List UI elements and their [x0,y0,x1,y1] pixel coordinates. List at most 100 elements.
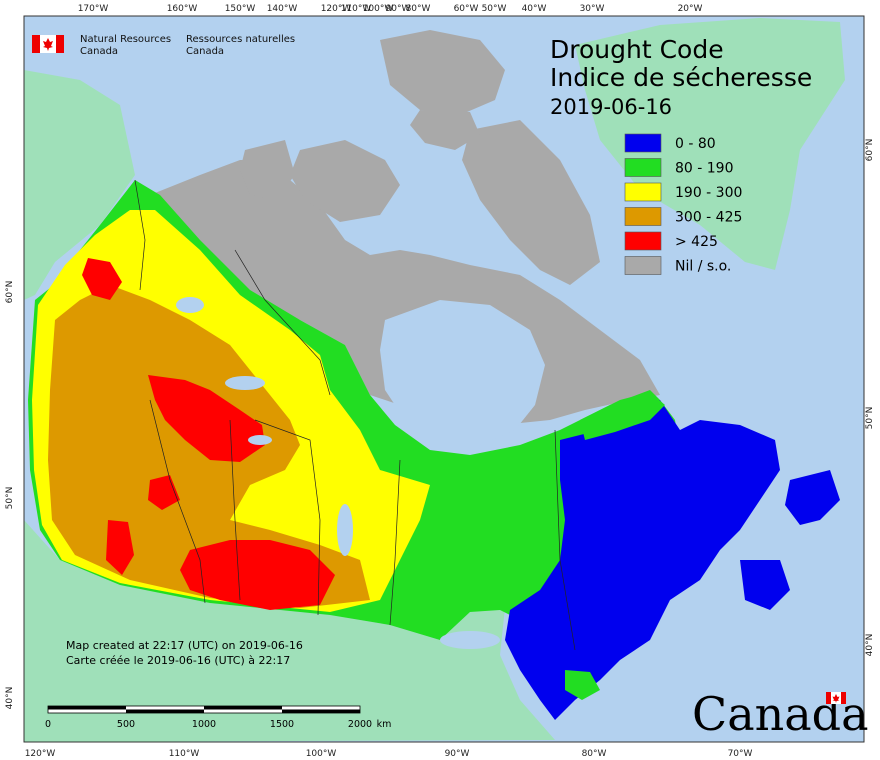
note-en: Map created at 22:17 (UTC) on 2019-06-16 [66,639,303,652]
bottom-tick-label: 100°W [306,749,337,759]
legend-label: Nil / s.o. [675,259,731,275]
ellesmere-island [380,30,505,115]
legend-swatch [624,231,662,251]
top-tick-label: 20°W [678,4,703,14]
scale-label: 1000 [192,719,216,730]
class-0-80-east [505,400,780,720]
scale-label: 2000 [348,719,372,730]
class-over-425-ab [148,475,180,510]
canada-flag-icon [32,35,64,53]
top-tick-label: 60°W [454,4,479,14]
class-over-425-central [148,375,265,462]
class-over-425-bc [106,520,134,575]
top-tick-label: 100°W [363,4,394,14]
map-date: 2019-06-16 [550,95,672,119]
top-tick-label: 110°W [341,4,372,14]
lake-athabasca [248,435,272,445]
alaska-landmass [24,70,135,300]
legend-label: 0 - 80 [675,136,716,152]
top-tick-label: 150°W [225,4,256,14]
left-tick-label: 60°N [5,281,15,304]
scale-label: 1500 [270,719,294,730]
devon-island [410,110,480,150]
agency-en-line2: Canada [80,46,118,57]
bottom-tick-label: 120°W [25,749,56,759]
top-tick-label: 160°W [167,4,198,14]
legend-label: 80 - 190 [675,161,734,177]
right-tick-label: 40°N [865,634,875,657]
legend: 0 - 80 80 - 190 190 - 300 300 - 425 > 425 Nil… [624,133,742,275]
drought-fill [28,180,840,720]
legend-label: > 425 [675,234,718,250]
legend-swatch [624,133,662,153]
greenland-landmass [575,18,845,270]
provincial-borders [134,179,576,651]
usa-landmass [24,520,555,742]
class-0-80-maritimes [740,560,790,610]
hudson-islands [425,270,460,300]
title-line1: Drought Code [550,35,724,64]
top-tick-label: 170°W [78,4,109,14]
lake-superior [440,631,500,649]
class-0-80-newfoundland [785,470,840,525]
ontario-quebec-border [554,429,576,651]
left-ticks: 60°N 50°N 40°N [5,281,15,710]
top-tick-label: 90°W [386,4,411,14]
map-border [23,15,865,743]
nwt-nunavut-border [234,249,331,396]
top-ticks: 170°W 160°W 150°W 140°W 120°W110°W100°W90°W8… [78,4,703,14]
legend-swatch [624,207,662,226]
legend-swatch [624,158,662,177]
class-over-425-south [180,540,335,610]
yukon-bc-border [134,179,146,291]
great-slave-lake [225,376,265,390]
bottom-tick-label: 110°W [169,749,200,759]
scale-label: 500 [117,719,135,730]
great-bear-lake [176,297,204,313]
bottom-ticks: 120°W 110°W 100°W 90°W 80°W 70°W [25,749,753,759]
alberta-sask-border [229,419,241,601]
legend-swatch [624,256,662,275]
scale-label: 0 [45,719,51,730]
agency-en-line1: Natural Resources [80,34,171,45]
bc-alberta-border [149,399,206,604]
manitoba-ontario-border [389,459,401,626]
agency-block: Natural Resources Canada Ressources natu… [32,34,295,57]
scale-bar: 0 500 1000 1500 2000 km [45,705,392,730]
top-tick-label: 120°W [321,4,352,14]
lake-winnipeg [337,504,353,556]
top-tick-label: 50°W [482,4,507,14]
agency-fr-line1: Ressources naturelles [186,34,295,45]
banks-island [240,140,295,200]
right-ticks: 60°N 50°N 40°N [865,139,875,657]
bottom-tick-label: 70°W [728,749,753,759]
top-tick-label: 80°W [406,4,431,14]
baffin-island [462,120,600,285]
sask-manitoba-border [254,419,321,616]
top-tick-label: 40°W [522,4,547,14]
left-tick-label: 40°N [5,687,15,710]
left-tick-label: 50°N [5,487,15,510]
right-tick-label: 50°N [865,407,875,430]
agency-fr-line2: Canada [186,46,224,57]
legend-label: 190 - 300 [675,185,742,201]
top-tick-label: 30°W [580,4,605,14]
bottom-tick-label: 80°W [582,749,607,759]
hudson-bay [380,300,545,445]
legend-label: 300 - 425 [675,210,742,226]
class-80-190-quebec [580,392,665,440]
top-tick-label: 140°W [267,4,298,14]
wordmark-flag-icon [826,692,846,704]
legend-swatch [624,182,662,202]
scale-unit: km [377,719,392,730]
right-tick-label: 60°N [865,139,875,162]
other-land [24,18,845,742]
bottom-tick-label: 90°W [445,749,470,759]
note-fr: Carte créée le 2019-06-16 (UTC) à 22:17 [66,654,290,667]
victoria-island [290,140,400,222]
canada-wordmark: Canada [692,687,869,741]
class-80-190-lakes [565,670,600,700]
class-over-425-north [82,258,122,300]
